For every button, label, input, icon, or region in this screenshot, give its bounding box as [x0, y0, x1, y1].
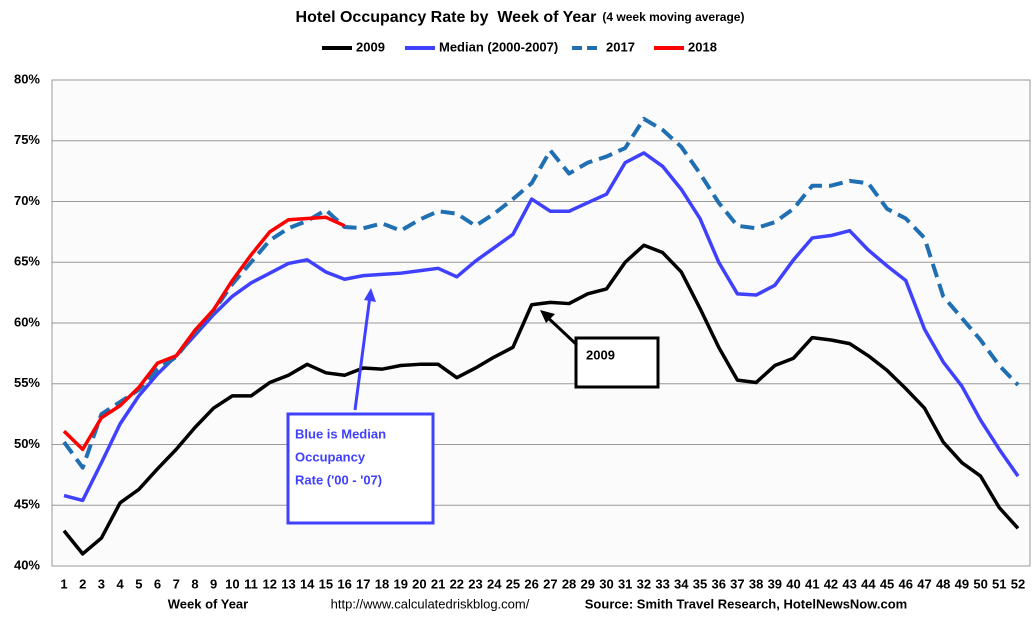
x-tick-label: 9 [210, 576, 217, 591]
x-tick-label: 12 [263, 576, 277, 591]
x-tick-label: 42 [824, 576, 838, 591]
x-tick-label: 5 [135, 576, 142, 591]
x-tick-label: 33 [655, 576, 669, 591]
x-tick-label: 19 [393, 576, 407, 591]
legend-label: 2009 [356, 39, 385, 54]
x-tick-label: 38 [749, 576, 763, 591]
annotation-text: 2009 [586, 347, 615, 362]
annotation-text: Rate ('00 - '07) [295, 472, 382, 487]
x-tick-label: 48 [936, 576, 950, 591]
x-tick-label: 45 [880, 576, 894, 591]
x-tick-label: 17 [356, 576, 370, 591]
legend-label: Median (2000-2007) [439, 39, 558, 54]
x-tick-label: 7 [173, 576, 180, 591]
url: http://www.calculatedriskblog.com/ [331, 596, 530, 611]
y-tick-label: 55% [14, 375, 40, 390]
legend-label: 2017 [606, 39, 635, 54]
x-tick-label: 11 [244, 576, 258, 591]
x-tick-label: 37 [730, 576, 744, 591]
x-tick-label: 27 [543, 576, 557, 591]
x-tick-label: 4 [117, 576, 125, 591]
y-tick-label: 60% [14, 314, 40, 329]
x-tick-label: 25 [506, 576, 520, 591]
x-tick-label: 18 [375, 576, 389, 591]
x-tick-label: 28 [562, 576, 576, 591]
annotation-text: Blue is Median [295, 426, 386, 441]
x-tick-label: 52 [1011, 576, 1025, 591]
legend-label: 2018 [688, 39, 717, 54]
series-line [63, 151, 1020, 503]
x-tick-label: 51 [992, 576, 1006, 591]
x-tick-label: 10 [225, 576, 239, 591]
x-tick-label: 35 [693, 576, 707, 591]
series-line [62, 215, 346, 452]
x-tick-label: 21 [431, 576, 445, 591]
x-tick-label: 41 [805, 576, 819, 591]
x-tick-label: 13 [281, 576, 295, 591]
x-tick-label: 2 [79, 576, 86, 591]
x-axis-label: Week of Year [168, 596, 248, 611]
annotation-text: Occupancy [295, 449, 366, 464]
arrow-head [364, 288, 376, 302]
x-tick-label: 40 [786, 576, 800, 591]
y-tick-label: 80% [14, 71, 40, 86]
x-tick-label: 20 [412, 576, 426, 591]
x-tick-label: 16 [337, 576, 351, 591]
arrow-head [540, 310, 555, 323]
x-tick-label: 3 [98, 576, 105, 591]
annotation-arrow [353, 295, 372, 411]
x-tick-label: 22 [450, 576, 464, 591]
x-tick-label: 47 [917, 576, 931, 591]
x-tick-label: 44 [861, 576, 876, 591]
x-tick-label: 6 [154, 576, 161, 591]
y-tick-label: 40% [14, 557, 40, 572]
x-tick-label: 14 [300, 576, 315, 591]
title: Hotel Occupancy Rate by Week of Year [296, 9, 597, 26]
y-tick-label: 70% [14, 193, 40, 208]
x-tick-label: 34 [674, 576, 689, 591]
x-tick-label: 31 [618, 576, 632, 591]
x-tick-label: 26 [524, 576, 538, 591]
annotation-box [286, 412, 435, 525]
y-tick-label: 50% [14, 436, 40, 451]
x-tick-label: 39 [768, 576, 782, 591]
y-tick-label: 75% [14, 132, 40, 147]
x-tick-label: 49 [955, 576, 969, 591]
x-tick-label: 50 [973, 576, 987, 591]
x-tick-label: 46 [899, 576, 913, 591]
x-tick-label: 23 [468, 576, 482, 591]
y-tick-label: 65% [14, 254, 40, 269]
series-line [62, 243, 1020, 556]
subtitle: (4 week moving average) [602, 10, 744, 24]
y-tick-label: 45% [14, 497, 40, 512]
x-tick-label: 29 [581, 576, 595, 591]
annotation-box [574, 336, 660, 389]
source: Source: Smith Travel Research, HotelNews… [585, 596, 907, 611]
x-tick-label: 32 [637, 576, 651, 591]
x-tick-label: 8 [191, 576, 198, 591]
x-tick-label: 36 [711, 576, 725, 591]
x-tick-label: 1 [60, 576, 67, 591]
x-tick-label: 24 [487, 576, 502, 591]
x-tick-label: 15 [319, 576, 333, 591]
x-tick-label: 43 [842, 576, 856, 591]
x-tick-label: 30 [599, 576, 613, 591]
chart-title: Hotel Occupancy Rate by Week of Year (4 w… [296, 9, 745, 26]
